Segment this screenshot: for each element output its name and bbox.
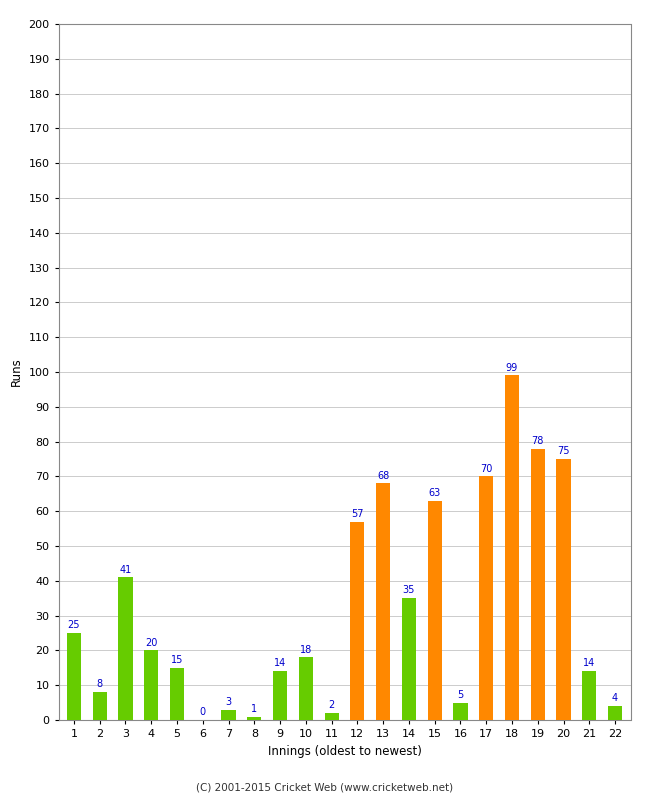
Bar bbox=[222, 710, 236, 720]
Bar bbox=[247, 717, 261, 720]
Bar bbox=[608, 706, 622, 720]
Text: 35: 35 bbox=[403, 586, 415, 595]
Bar bbox=[67, 633, 81, 720]
Text: 78: 78 bbox=[532, 436, 544, 446]
Text: 75: 75 bbox=[557, 446, 570, 456]
Bar bbox=[428, 501, 442, 720]
Bar bbox=[93, 692, 107, 720]
Text: 41: 41 bbox=[120, 565, 131, 574]
Bar bbox=[505, 375, 519, 720]
Text: 68: 68 bbox=[377, 470, 389, 481]
Bar bbox=[582, 671, 596, 720]
Bar bbox=[530, 449, 545, 720]
Bar bbox=[350, 522, 365, 720]
Text: 5: 5 bbox=[458, 690, 463, 700]
Bar bbox=[402, 598, 416, 720]
Bar bbox=[170, 668, 184, 720]
Text: 70: 70 bbox=[480, 464, 493, 474]
Text: 8: 8 bbox=[97, 679, 103, 690]
Text: 2: 2 bbox=[328, 700, 335, 710]
Bar bbox=[479, 477, 493, 720]
Bar bbox=[556, 459, 571, 720]
Bar bbox=[299, 658, 313, 720]
Text: 20: 20 bbox=[145, 638, 157, 648]
Text: 0: 0 bbox=[200, 707, 206, 718]
Bar bbox=[273, 671, 287, 720]
Text: 57: 57 bbox=[351, 509, 363, 519]
Text: 14: 14 bbox=[583, 658, 595, 669]
Text: 3: 3 bbox=[226, 697, 231, 706]
Bar bbox=[376, 483, 390, 720]
Text: 1: 1 bbox=[252, 704, 257, 714]
Text: 14: 14 bbox=[274, 658, 286, 669]
Text: 15: 15 bbox=[171, 655, 183, 665]
Bar bbox=[324, 713, 339, 720]
Bar bbox=[144, 650, 159, 720]
Text: 18: 18 bbox=[300, 645, 312, 654]
Text: 99: 99 bbox=[506, 362, 518, 373]
Text: 63: 63 bbox=[428, 488, 441, 498]
Bar bbox=[118, 578, 133, 720]
Bar bbox=[453, 702, 467, 720]
Text: 25: 25 bbox=[68, 620, 80, 630]
Text: (C) 2001-2015 Cricket Web (www.cricketweb.net): (C) 2001-2015 Cricket Web (www.cricketwe… bbox=[196, 782, 454, 792]
X-axis label: Innings (oldest to newest): Innings (oldest to newest) bbox=[268, 745, 421, 758]
Text: 4: 4 bbox=[612, 694, 618, 703]
Y-axis label: Runs: Runs bbox=[10, 358, 23, 386]
